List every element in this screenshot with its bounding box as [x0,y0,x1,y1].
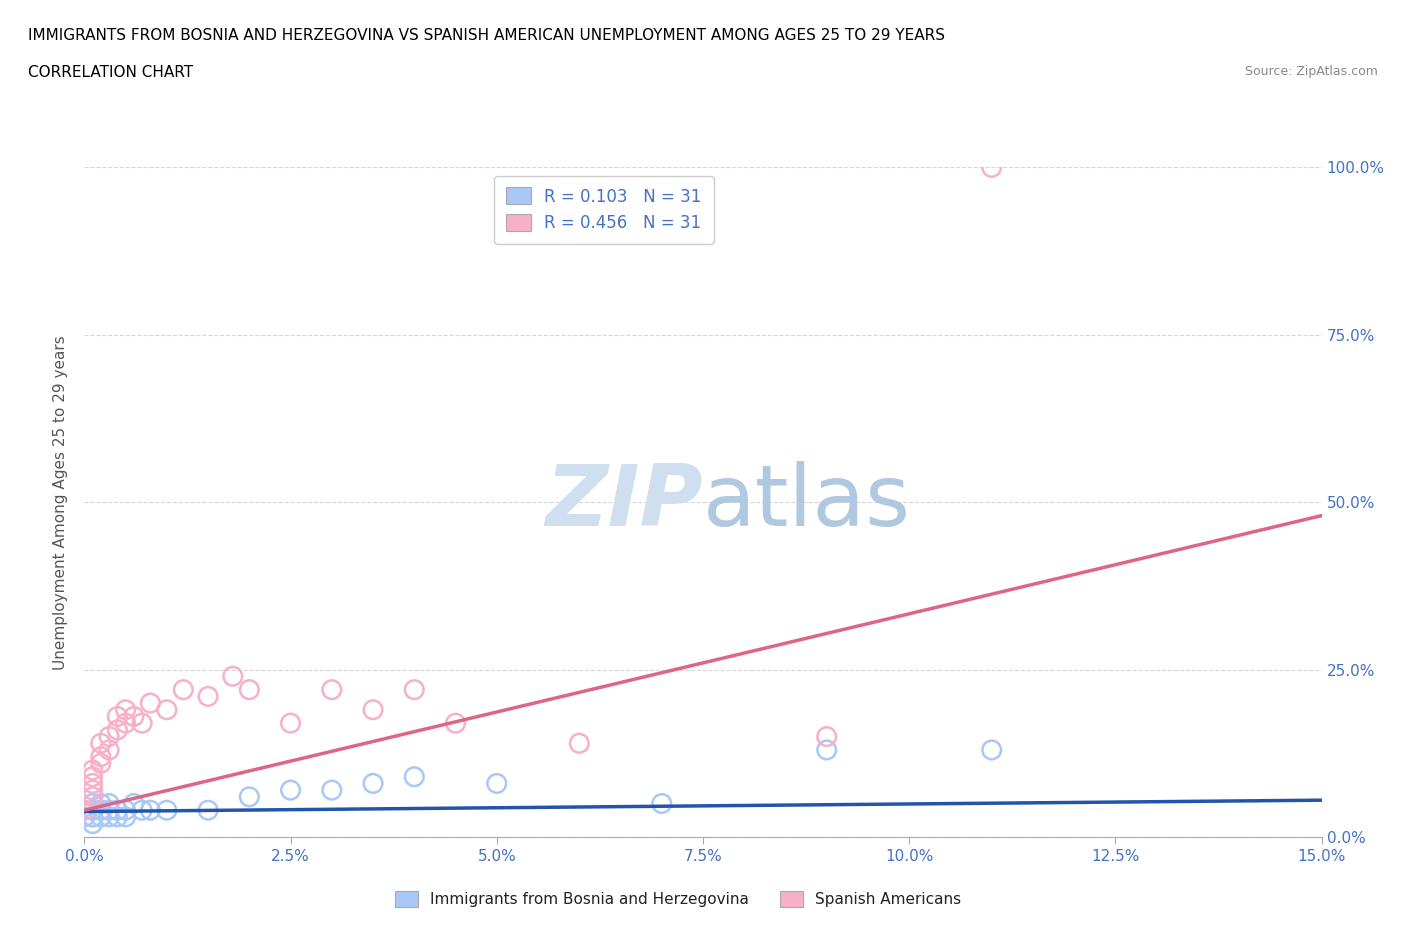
Point [82,796,104,811]
Point [82,769,104,784]
Point [90,803,112,817]
Point [98,742,121,757]
Point [98,729,121,744]
Point [321,683,343,698]
Point [105,809,128,824]
Point [105,709,128,724]
Point [90,803,112,817]
Point [98,803,121,817]
Point [280,783,302,798]
Point [82,783,104,798]
Point [361,776,384,790]
Point [361,702,384,717]
Point [156,803,179,817]
Text: CORRELATION CHART: CORRELATION CHART [28,65,193,80]
Point [238,790,260,804]
Point [280,716,302,731]
Text: IMMIGRANTS FROM BOSNIA AND HERZEGOVINA VS SPANISH AMERICAN UNEMPLOYMENT AMONG AG: IMMIGRANTS FROM BOSNIA AND HERZEGOVINA V… [28,28,945,43]
Point [90,750,112,764]
Point [122,796,145,811]
Point [238,683,260,698]
Point [444,716,467,731]
Point [404,769,426,784]
Point [321,783,343,798]
Point [82,790,104,804]
Point [98,796,121,811]
Point [651,796,673,811]
Point [139,803,162,817]
Point [197,689,219,704]
Text: ZIP: ZIP [546,460,703,544]
Point [114,803,136,817]
Point [90,736,112,751]
Point [980,742,1002,757]
Point [172,683,194,698]
Point [90,809,112,824]
Point [114,702,136,717]
Point [131,803,153,817]
Point [404,683,426,698]
Point [82,803,104,817]
Point [105,723,128,737]
Text: Source: ZipAtlas.com: Source: ZipAtlas.com [1244,65,1378,78]
Point [815,729,838,744]
Point [90,756,112,771]
Point [485,776,508,790]
Legend: Immigrants from Bosnia and Herzegovina, Spanish Americans: Immigrants from Bosnia and Herzegovina, … [387,882,970,916]
Point [73,803,96,817]
Text: atlas: atlas [703,460,911,544]
Point [73,809,96,824]
Point [82,817,104,831]
Point [98,809,121,824]
Point [222,669,245,684]
Point [114,809,136,824]
Point [114,716,136,731]
Point [568,736,591,751]
Point [82,763,104,777]
Point [131,716,153,731]
Point [122,709,145,724]
Point [815,742,838,757]
Point [90,796,112,811]
Point [82,809,104,824]
Point [105,803,128,817]
Point [980,160,1002,175]
Point [197,803,219,817]
Y-axis label: Unemployment Among Ages 25 to 29 years: Unemployment Among Ages 25 to 29 years [53,335,69,670]
Point [82,809,104,824]
Point [139,696,162,711]
Point [82,776,104,790]
Point [156,702,179,717]
